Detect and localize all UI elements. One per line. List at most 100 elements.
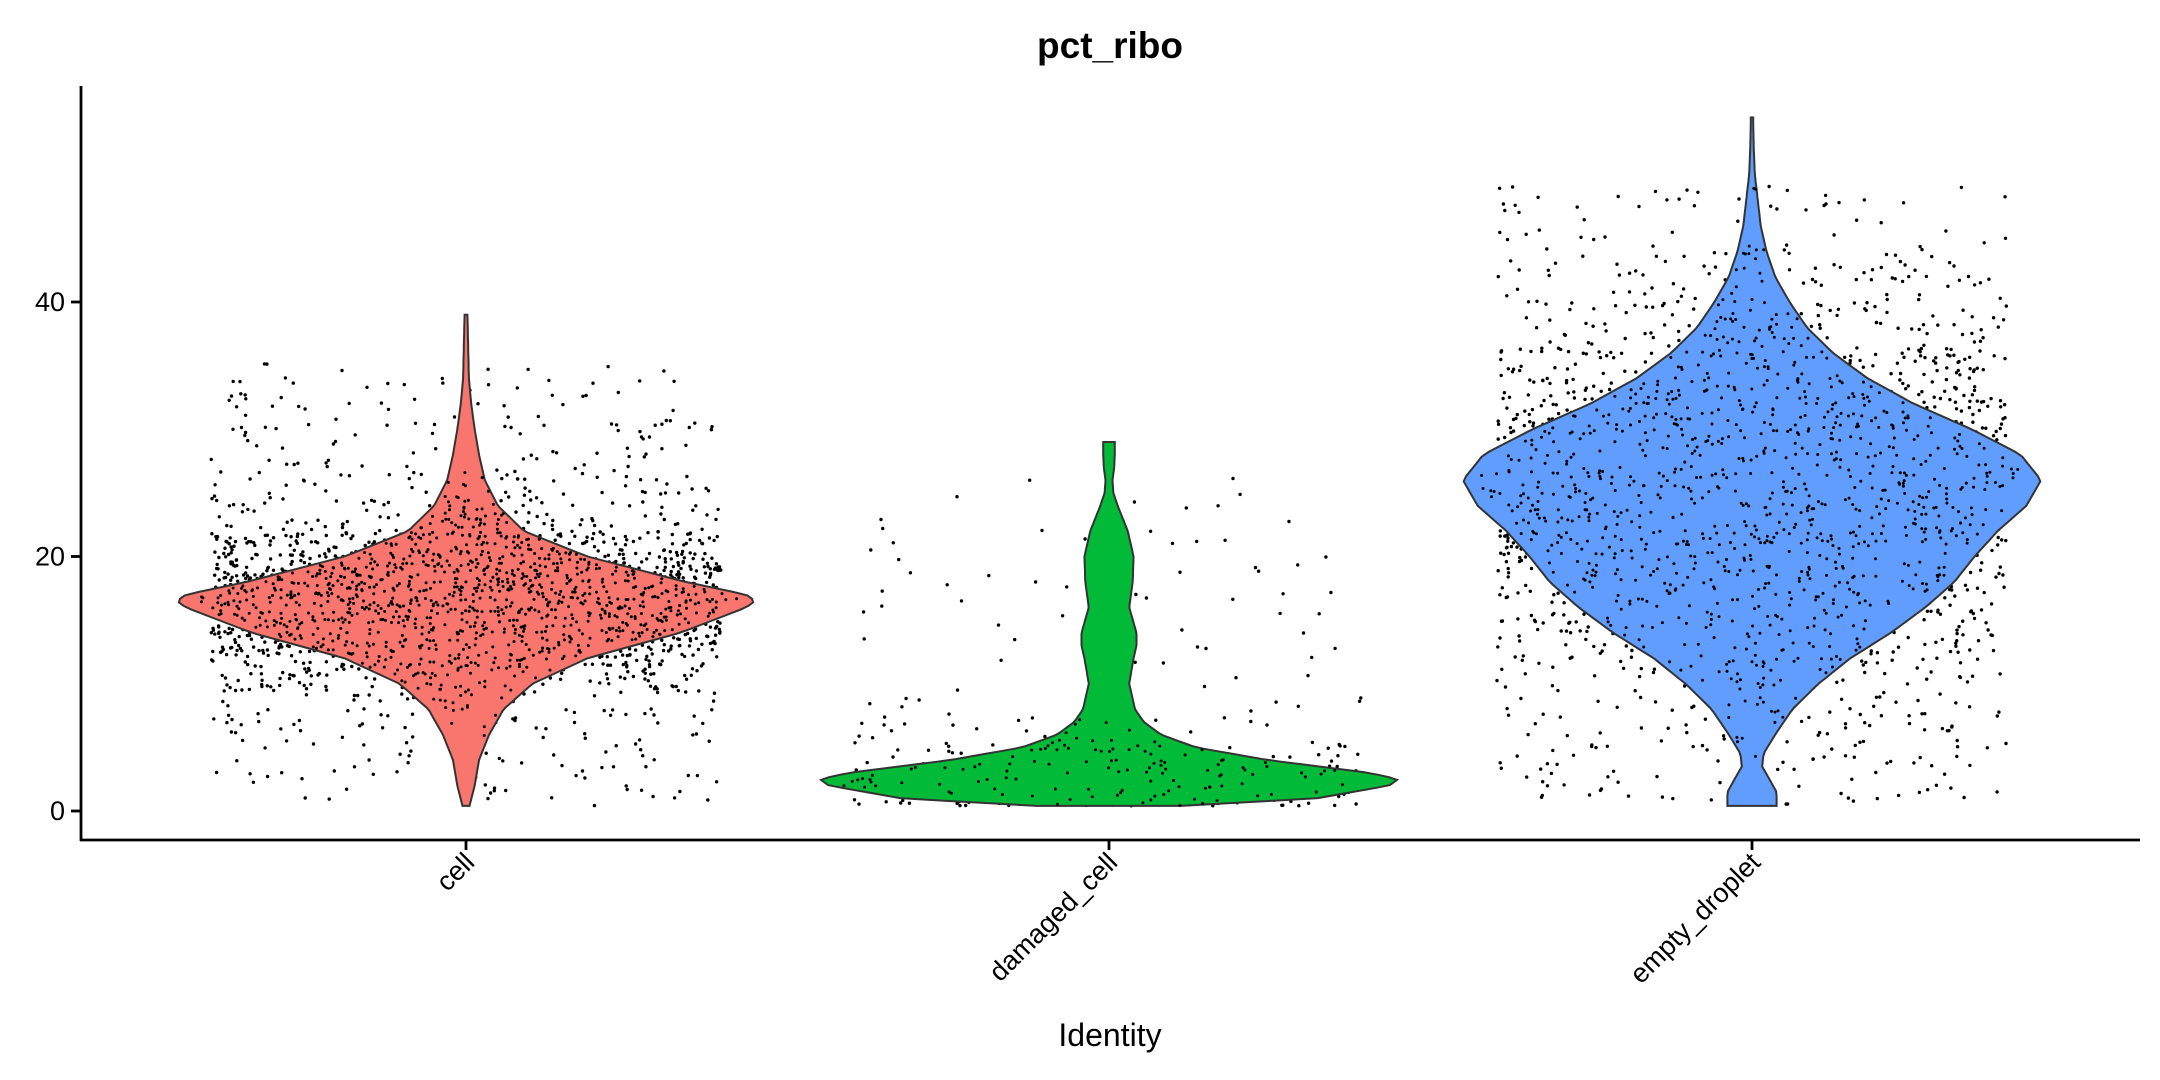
- data-point: [1639, 666, 1644, 671]
- data-point: [561, 492, 566, 496]
- data-point: [255, 444, 259, 448]
- data-point: [1998, 296, 2002, 300]
- data-point: [1875, 651, 1880, 655]
- data-point: [1317, 612, 1321, 616]
- data-point: [1624, 310, 1628, 315]
- data-point: [454, 581, 458, 585]
- data-point: [1594, 745, 1598, 750]
- data-point: [645, 557, 649, 561]
- data-point: [1579, 235, 1583, 239]
- data-point: [595, 451, 599, 455]
- data-point: [891, 541, 895, 545]
- data-point: [229, 394, 234, 398]
- data-point: [551, 518, 555, 523]
- data-point: [1948, 587, 1952, 592]
- data-point: [218, 635, 222, 639]
- data-point: [652, 672, 656, 676]
- data-point: [1816, 733, 1820, 737]
- data-point: [1356, 752, 1360, 756]
- data-point: [326, 458, 331, 462]
- data-point: [1932, 359, 1936, 363]
- data-point: [602, 708, 606, 713]
- data-point: [278, 642, 283, 647]
- data-point: [1249, 709, 1253, 713]
- data-point: [2004, 538, 2008, 543]
- data-point: [340, 563, 344, 567]
- data-point: [263, 746, 267, 750]
- data-point: [1967, 705, 1972, 709]
- data-point: [580, 518, 584, 522]
- data-point: [550, 527, 555, 532]
- data-point: [1509, 430, 1513, 435]
- data-point: [334, 417, 338, 421]
- data-point: [674, 550, 679, 555]
- data-point: [236, 678, 240, 683]
- data-point: [261, 648, 265, 653]
- data-point: [1526, 300, 1531, 304]
- data-point: [1592, 644, 1596, 649]
- data-point: [1541, 712, 1545, 716]
- data-point: [1979, 328, 1983, 332]
- data-point: [281, 497, 285, 501]
- data-point: [605, 655, 609, 659]
- data-point: [1637, 674, 1642, 679]
- data-point: [1934, 783, 1939, 787]
- data-point: [404, 741, 409, 745]
- data-point: [659, 512, 663, 516]
- data-point: [1605, 744, 1610, 748]
- data-point: [1878, 321, 1883, 326]
- data-point: [1278, 611, 1282, 616]
- data-point: [1954, 701, 1958, 705]
- data-point: [269, 685, 273, 689]
- data-point: [692, 714, 696, 718]
- data-point: [1161, 661, 1166, 665]
- data-point: [526, 520, 530, 524]
- data-point: [479, 634, 483, 638]
- data-point: [484, 751, 488, 755]
- data-point: [647, 645, 651, 649]
- data-point: [277, 652, 281, 656]
- data-point: [1509, 544, 1514, 549]
- data-point: [1885, 310, 1889, 315]
- data-point: [385, 423, 389, 427]
- data-point: [691, 556, 695, 561]
- data-point: [303, 667, 307, 671]
- data-point: [1592, 384, 1596, 388]
- data-point: [1925, 609, 1930, 613]
- data-point: [700, 527, 704, 531]
- data-point: [1359, 696, 1363, 700]
- data-point: [1960, 332, 1965, 337]
- data-point: [296, 461, 300, 465]
- data-point: [1721, 734, 1726, 738]
- data-point: [1553, 366, 1557, 370]
- data-point: [532, 690, 537, 694]
- data-point: [1582, 612, 1586, 616]
- data-point: [1935, 368, 1939, 373]
- data-point: [1954, 371, 1959, 375]
- data-point: [1850, 777, 1854, 781]
- data-point: [1917, 327, 1921, 332]
- data-point: [301, 554, 305, 558]
- data-point: [634, 551, 638, 556]
- data-point: [547, 378, 551, 383]
- data-point: [1515, 545, 1519, 549]
- data-point: [340, 522, 345, 526]
- data-point: [292, 548, 296, 552]
- data-point: [638, 478, 643, 482]
- data-point: [706, 798, 710, 802]
- data-point: [640, 489, 645, 494]
- data-point: [213, 550, 217, 554]
- data-point: [1540, 349, 1544, 354]
- data-point: [1603, 235, 1607, 239]
- data-point: [1907, 714, 1911, 718]
- data-point: [592, 545, 597, 549]
- data-point: [1306, 801, 1311, 805]
- data-point: [641, 669, 645, 673]
- data-point: [1529, 349, 1533, 354]
- data-point: [626, 464, 630, 469]
- data-point: [1573, 362, 1578, 366]
- data-point: [652, 713, 656, 717]
- data-point: [1503, 435, 1507, 440]
- data-point: [309, 682, 313, 686]
